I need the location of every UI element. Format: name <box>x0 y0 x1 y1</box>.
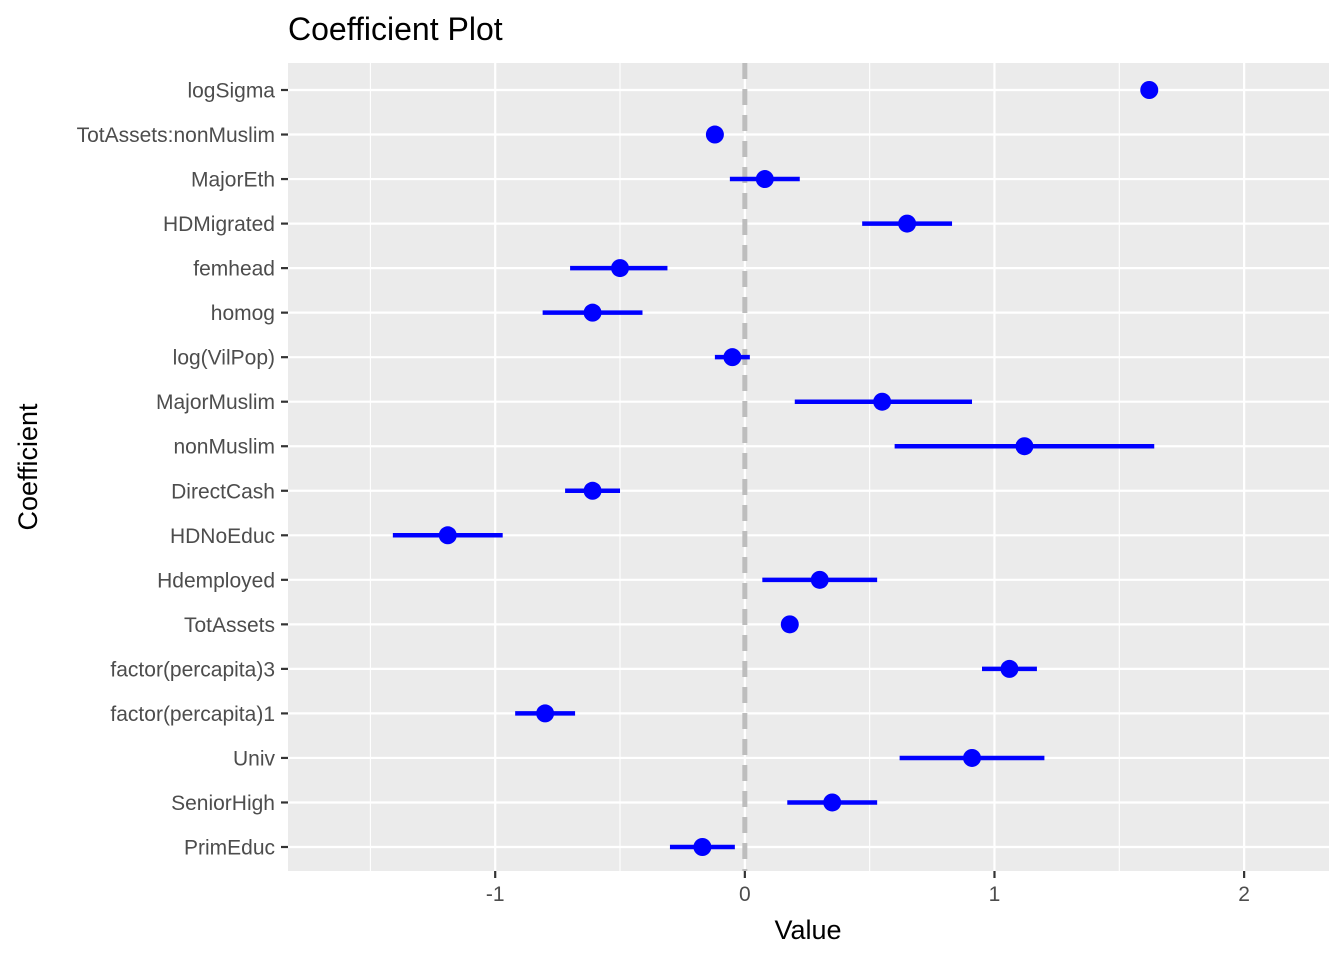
y-tick-label: factor(percapita)1 <box>110 703 275 726</box>
coefficient-point <box>536 704 555 723</box>
y-tick-label: nonMuslim <box>173 436 275 459</box>
y-tick-label: DirectCash <box>171 480 275 503</box>
y-tick-label: Hdemployed <box>157 569 275 592</box>
x-axis-title: Value <box>774 915 841 945</box>
y-tick-label: SeniorHigh <box>171 792 275 815</box>
coefficient-point <box>755 170 774 189</box>
coefficient-point <box>583 303 602 322</box>
chart-title: Coefficient Plot <box>288 11 503 47</box>
y-tick-label: homog <box>211 302 275 325</box>
minor-gridlines <box>369 63 1120 871</box>
y-tick-label: logSigma <box>187 80 275 103</box>
coefficient-point <box>810 570 829 589</box>
coefficient-point <box>1140 81 1159 99</box>
coefficient-point <box>898 214 917 233</box>
y-axis-title: Coefficient <box>13 403 43 531</box>
plot-panel <box>288 63 1329 871</box>
coefficient-point <box>963 748 982 767</box>
y-tick-label: PrimEduc <box>184 837 275 860</box>
coefficient-point <box>873 392 892 411</box>
coefficient-point <box>438 526 457 545</box>
x-tick-label: -1 <box>486 883 505 906</box>
x-tick-label: 2 <box>1238 883 1250 906</box>
coefficient-point <box>1015 437 1034 456</box>
y-tick-label: Univ <box>233 747 276 770</box>
y-tick-label: HDMigrated <box>163 213 275 236</box>
y-tick-label: femhead <box>193 258 275 281</box>
coefficient-point <box>723 348 742 367</box>
y-tick-label: TotAssets <box>184 614 275 637</box>
y-tick-label: log(VilPop) <box>173 347 275 370</box>
coefficient-point <box>583 481 602 500</box>
coefficient-point <box>693 838 712 856</box>
coefficient-point <box>1000 659 1019 678</box>
y-tick-label: factor(percapita)3 <box>110 658 275 681</box>
coefficient-point <box>823 793 842 812</box>
coefficient-point <box>611 259 630 278</box>
x-tick-label: 0 <box>739 883 751 906</box>
coefficient-points <box>438 81 1159 856</box>
x-tick-label: 1 <box>989 883 1001 906</box>
y-tick-label: HDNoEduc <box>170 525 275 548</box>
y-tick-label: TotAssets:nonMuslim <box>77 124 275 147</box>
coefficient-point <box>705 125 724 144</box>
x-axis: -1 0 1 2 <box>486 871 1250 906</box>
y-tick-label: MajorEth <box>191 169 275 192</box>
coefficient-point <box>780 615 799 634</box>
y-tick-label: MajorMuslim <box>156 391 275 414</box>
y-axis: logSigma TotAssets:nonMuslim MajorEth HDMig… <box>77 80 288 860</box>
